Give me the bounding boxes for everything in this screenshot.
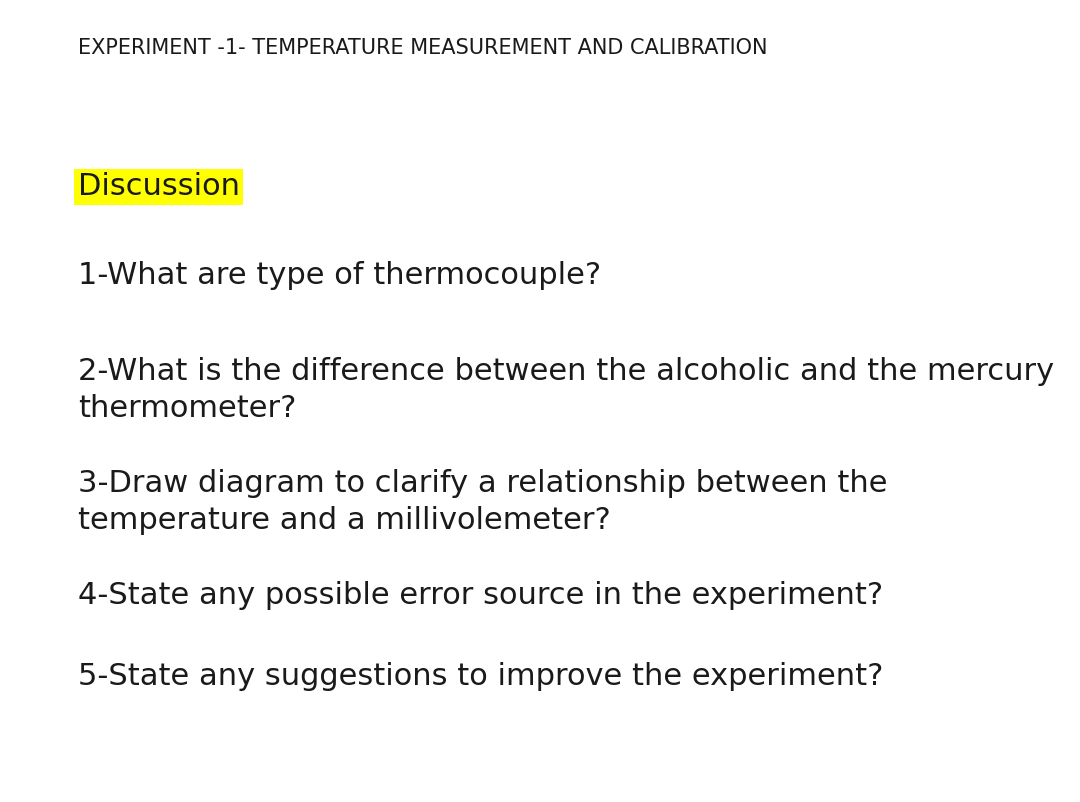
Text: EXPERIMENT -1- TEMPERATURE MEASUREMENT AND CALIBRATION: EXPERIMENT -1- TEMPERATURE MEASUREMENT A… [78,38,767,59]
Text: 4-State any possible error source in the experiment?: 4-State any possible error source in the… [78,581,882,610]
Text: 5-State any suggestions to improve the experiment?: 5-State any suggestions to improve the e… [78,662,883,691]
Text: Discussion: Discussion [78,172,240,201]
Text: 1-What are type of thermocouple?: 1-What are type of thermocouple? [78,261,600,290]
Text: 3-Draw diagram to clarify a relationship between the
temperature and a millivole: 3-Draw diagram to clarify a relationship… [78,469,888,535]
Text: 2-What is the difference between the alcoholic and the mercury
thermometer?: 2-What is the difference between the alc… [78,357,1054,423]
